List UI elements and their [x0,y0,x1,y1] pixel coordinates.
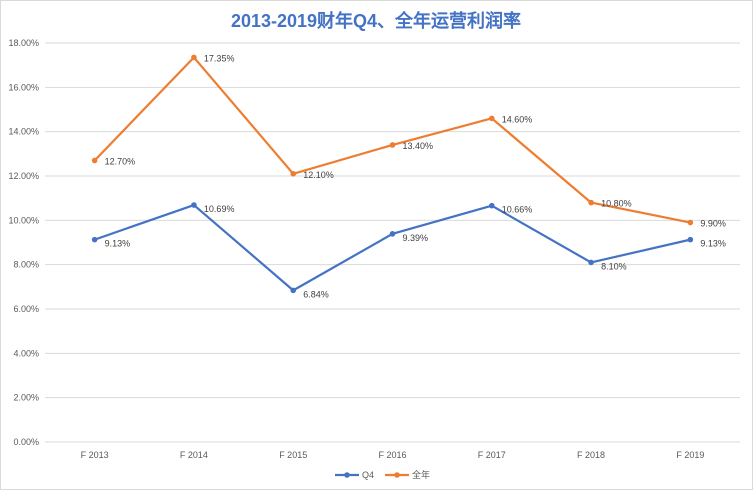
data-label: 10.80% [601,199,632,209]
y-tick-label: 10.00% [8,215,39,225]
data-point [290,170,297,177]
data-point [588,259,594,266]
legend-marker [394,472,400,478]
data-label: 6.84% [303,289,329,299]
data-point [588,199,594,206]
data-label: 9.13% [700,239,726,249]
data-point [687,219,694,226]
y-tick-label: 6.00% [13,304,39,314]
y-tick-label: 8.00% [13,260,39,270]
y-tick-label: 16.00% [8,82,39,92]
data-point [290,287,297,294]
legend-label: Q4 [362,470,374,480]
data-label: 9.39% [403,233,429,243]
y-tick-label: 18.00% [8,38,39,48]
data-label: 13.40% [403,141,434,151]
x-tick-label: F 2016 [378,450,406,460]
data-label: 10.66% [502,205,533,215]
data-point [389,142,396,148]
x-tick-label: F 2017 [478,450,506,460]
data-label: 17.35% [204,53,235,63]
data-point [91,157,98,164]
chart-title: 2013-2019财年Q4、全年运营利润率 [231,10,521,31]
data-point [687,236,694,243]
y-tick-label: 2.00% [13,393,39,403]
x-tick-label: F 2018 [577,450,605,460]
y-tick-label: 0.00% [13,437,39,447]
x-tick-label: F 2019 [676,450,704,460]
x-tick-label: F 2014 [180,450,208,460]
data-point [191,202,197,208]
x-tick-label: F 2015 [279,450,307,460]
series-line-Q4 [94,203,691,292]
y-tick-label: 14.00% [8,127,39,137]
data-label: 8.10% [601,261,627,271]
legend-label: 全年 [412,469,430,480]
data-label: 9.90% [700,219,726,229]
legend-marker [344,472,350,478]
data-label: 14.60% [502,114,533,124]
data-label: 9.13% [105,239,131,249]
data-point [91,236,98,243]
data-label: 10.69% [204,204,235,214]
data-point [389,231,396,237]
data-point [191,54,197,61]
data-point [488,202,495,209]
data-point [488,115,495,122]
x-tick-label: F 2013 [81,450,109,460]
data-label: 12.70% [105,156,136,166]
y-tick-label: 4.00% [13,348,39,358]
data-label: 12.10% [303,170,334,180]
y-tick-label: 12.00% [8,171,39,181]
